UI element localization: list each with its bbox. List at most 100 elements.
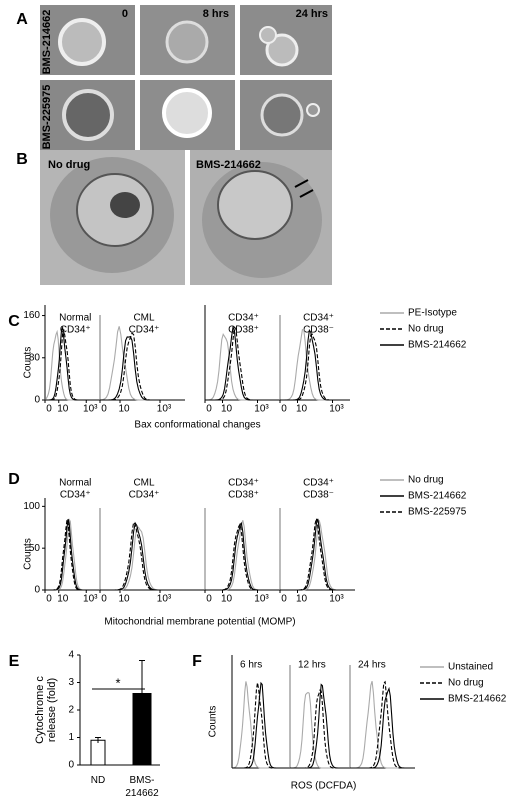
histogram-curve xyxy=(100,521,180,591)
x-tick-label: BMS-214662 xyxy=(125,775,159,799)
x-tick-label: 0 xyxy=(46,594,52,605)
row-label: BMS-225975 xyxy=(41,85,53,150)
histogram-curve xyxy=(350,686,415,769)
histogram-curve xyxy=(44,329,100,401)
histogram-curve xyxy=(205,332,275,401)
subplot-label: CD38⁺ xyxy=(228,490,259,501)
x-tick-label: 0 xyxy=(206,404,212,415)
legend-label: BMS-214662 xyxy=(408,340,467,351)
micrographs-b xyxy=(40,150,332,285)
subplot-label: CD34⁺ xyxy=(129,490,160,501)
x-tick-label: 0 xyxy=(206,594,212,605)
micrographs-a xyxy=(40,5,332,150)
subplot-label: CD38⁻ xyxy=(303,325,334,336)
row-label: BMS-214662 xyxy=(41,10,53,75)
annotation: * xyxy=(115,675,120,690)
legend-label: BMS-225975 xyxy=(408,507,467,518)
y-axis-label: Counts xyxy=(208,706,219,738)
subplot-label: CML xyxy=(133,313,155,324)
histogram-curve xyxy=(205,325,275,401)
y-tick-label: 100 xyxy=(23,501,40,512)
histogram-curve xyxy=(205,326,275,401)
histogram-curve xyxy=(290,683,350,769)
time-label: 8 hrs xyxy=(203,8,229,20)
legend-label: PE-Isotype xyxy=(408,308,457,319)
image-label: No drug xyxy=(48,159,90,171)
x-tick-label: 0 xyxy=(101,404,107,415)
histogram-curve xyxy=(231,681,290,769)
x-tick-label: 10 xyxy=(118,594,130,605)
subplot-label: CD34⁺ xyxy=(303,313,334,324)
legend-label: Unstained xyxy=(448,662,493,673)
x-tick-label: 10 xyxy=(296,404,308,415)
subplot-label: 6 hrs xyxy=(240,660,262,671)
y-tick-label: 0 xyxy=(34,395,40,406)
histogram-curve xyxy=(350,680,415,769)
x-tick-label: 10³ xyxy=(254,404,269,415)
y-tick-label: 160 xyxy=(23,310,40,321)
subplot-label: CD34⁺ xyxy=(228,478,259,489)
x-tick-label: 10 xyxy=(296,594,308,605)
panel-label: A xyxy=(16,11,28,28)
subplot-label: Normal xyxy=(59,478,91,489)
y-axis-label: Counts xyxy=(23,538,34,570)
x-tick-label: 10 xyxy=(57,404,69,415)
histogram-curve xyxy=(232,681,290,769)
time-label: 0 xyxy=(122,8,128,20)
histogram-curve xyxy=(100,335,180,401)
x-tick-label: 0 xyxy=(101,594,107,605)
legend-label: No drug xyxy=(408,324,444,335)
histogram-curve xyxy=(205,522,275,591)
y-tick-label: 80 xyxy=(29,352,41,363)
y-tick-label: 50 xyxy=(29,543,41,554)
histogram-curve xyxy=(280,518,350,591)
y-tick-label: 0 xyxy=(68,760,74,771)
x-axis-label: Bax conformational changes xyxy=(134,420,260,431)
histogram-curve xyxy=(45,517,100,591)
x-tick-label: 0 xyxy=(281,404,287,415)
y-tick-label: 0 xyxy=(34,585,40,596)
x-tick-label: 10 xyxy=(57,594,69,605)
x-tick-label: 0 xyxy=(281,594,287,605)
x-tick-label: 10³ xyxy=(329,404,344,415)
x-tick-label: 10 xyxy=(118,404,130,415)
y-tick-label: 2 xyxy=(68,705,74,716)
x-tick-label: 10³ xyxy=(157,594,172,605)
subplot-label: CD34⁺ xyxy=(60,490,91,501)
x-tick-label: 0 xyxy=(46,404,52,415)
x-tick-label: 10 xyxy=(221,594,233,605)
histogram-curve xyxy=(280,328,350,401)
panel-label: D xyxy=(8,471,20,488)
x-tick-label: 10³ xyxy=(329,594,344,605)
x-tick-label: 10³ xyxy=(157,404,172,415)
legend-label: No drug xyxy=(448,678,484,689)
x-tick-label: 10³ xyxy=(83,404,98,415)
subplot-label: CD34⁺ xyxy=(228,313,259,324)
x-axis-label: ROS (DCFDA) xyxy=(291,781,357,792)
histogram-curve xyxy=(100,521,180,591)
subplot-label: CD34⁺ xyxy=(303,478,334,489)
bar xyxy=(90,739,106,766)
y-axis-label: release (fold) xyxy=(46,678,58,742)
y-axis-label: Cytochrome c xyxy=(34,676,46,744)
x-axis-label: Mitochondrial membrane potential (MOMP) xyxy=(104,617,295,628)
histogram-curve xyxy=(100,332,180,401)
x-tick-label: 10³ xyxy=(254,594,269,605)
y-tick-label: 4 xyxy=(68,650,74,661)
histogram-curve xyxy=(99,326,180,401)
subplot-label: CD38⁻ xyxy=(303,490,334,501)
histogram-curve xyxy=(205,520,275,591)
subplot-label: CD38⁺ xyxy=(228,325,259,336)
subplot-label: CD34⁺ xyxy=(60,325,91,336)
histogram-curve xyxy=(205,521,275,591)
subplot-label: 24 hrs xyxy=(358,660,386,671)
legend-label: No drug xyxy=(408,475,444,486)
histogram-curve xyxy=(45,519,100,591)
histogram-curve xyxy=(280,520,350,591)
y-axis-label: Counts xyxy=(23,347,34,379)
legend-label: BMS-214662 xyxy=(408,491,467,502)
x-tick-label: ND xyxy=(91,775,105,786)
subplot-label: CML xyxy=(133,478,155,489)
y-tick-label: 1 xyxy=(68,732,74,743)
